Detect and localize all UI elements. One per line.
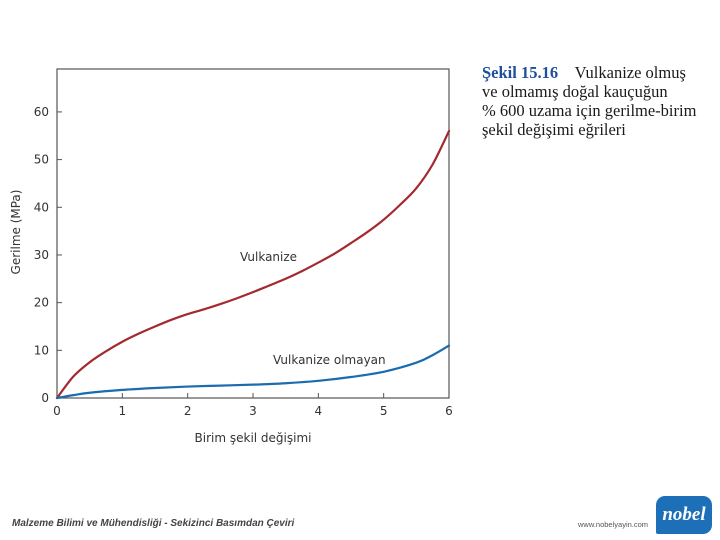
footer-url: www.nobelyayin.com bbox=[578, 520, 649, 529]
y-tick-label-6: 60 bbox=[34, 105, 49, 119]
x-axis-ticks: 0 1 2 3 4 5 6 bbox=[53, 393, 453, 418]
x-tick-label-5: 5 bbox=[380, 404, 388, 418]
caption-line-1: Vulkanize olmuş bbox=[574, 63, 686, 82]
plot-frame bbox=[56, 68, 450, 399]
y-axis-title: Gerilme (MPa) bbox=[9, 190, 23, 275]
series-line-0 bbox=[55, 129, 451, 400]
footer-book-title: Malzeme Bilimi ve Mühendisliği - Sekizin… bbox=[12, 518, 295, 529]
caption-line-4: şekil değişimi eğrileri bbox=[482, 120, 626, 139]
x-tick-label-2: 2 bbox=[184, 404, 192, 418]
x-tick-label-1: 1 bbox=[119, 404, 127, 418]
x-axis-title: Birim şekil değişimi bbox=[195, 431, 312, 445]
x-tick-label-3: 3 bbox=[249, 404, 257, 418]
nobel-logo: nobel bbox=[656, 496, 712, 534]
y-tick-label-1: 10 bbox=[34, 343, 49, 357]
series-layer bbox=[55, 129, 451, 400]
x-tick-label-0: 0 bbox=[53, 404, 61, 418]
y-axis-ticks: 0 10 20 30 40 50 60 bbox=[34, 105, 62, 405]
y-tick-label-5: 50 bbox=[34, 153, 49, 167]
caption-figure-number: Şekil 15.16 bbox=[482, 63, 559, 82]
series-line-1 bbox=[55, 344, 451, 400]
y-tick-label-0: 0 bbox=[41, 391, 49, 405]
vulkanize-label: Vulkanize bbox=[240, 250, 297, 264]
y-tick-label-2: 20 bbox=[34, 296, 49, 310]
caption-line-2: ve olmamış doğal kauçuğun bbox=[482, 82, 668, 101]
figure-caption: Şekil 15.16 Vulkanize olmuş ve olmamış d… bbox=[482, 63, 718, 139]
y-tick-label-3: 30 bbox=[34, 248, 49, 262]
vulkanize-olmayan-label: Vulkanize olmayan bbox=[273, 353, 386, 367]
x-tick-label-4: 4 bbox=[315, 404, 323, 418]
y-tick-label-4: 40 bbox=[34, 200, 49, 214]
x-tick-label-6: 6 bbox=[445, 404, 453, 418]
caption-line-3: % 600 uzama için gerilme-birim bbox=[482, 101, 697, 120]
